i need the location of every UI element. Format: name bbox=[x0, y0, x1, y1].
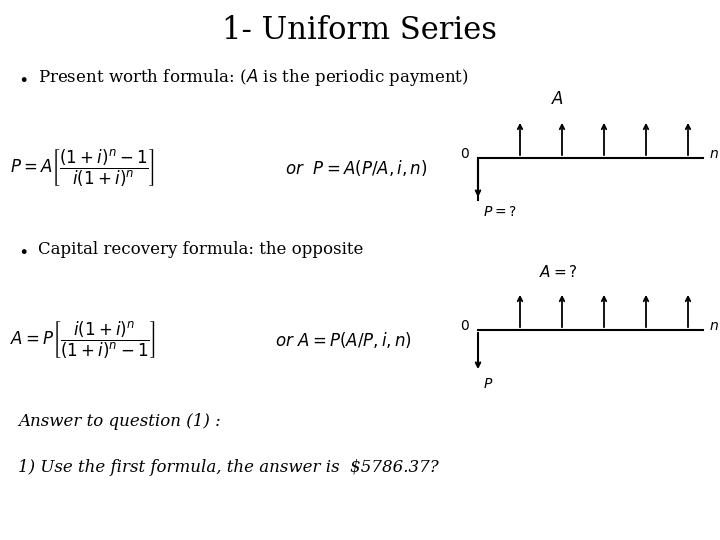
Text: $0$: $0$ bbox=[460, 147, 470, 161]
Text: 1- Uniform Series: 1- Uniform Series bbox=[222, 15, 498, 46]
Text: $\bullet$: $\bullet$ bbox=[18, 241, 27, 259]
Text: Present worth formula: ($A$ is the periodic payment): Present worth formula: ($A$ is the perio… bbox=[38, 68, 469, 89]
Text: $P$: $P$ bbox=[483, 377, 493, 391]
Text: $0$: $0$ bbox=[460, 319, 470, 333]
Text: $\bullet$: $\bullet$ bbox=[18, 70, 27, 86]
Text: $P = A\left[\dfrac{(1+i)^n - 1}{i(1+i)^n}\right]$: $P = A\left[\dfrac{(1+i)^n - 1}{i(1+i)^n… bbox=[10, 147, 155, 188]
Text: $A = P\left[\dfrac{i(1+i)^n}{(1+i)^n - 1}\right]$: $A = P\left[\dfrac{i(1+i)^n}{(1+i)^n - 1… bbox=[10, 319, 156, 361]
Text: $n$: $n$ bbox=[709, 319, 719, 333]
Text: Capital recovery formula: the opposite: Capital recovery formula: the opposite bbox=[38, 241, 364, 259]
Text: $P=?$: $P=?$ bbox=[483, 205, 517, 219]
Text: 1) Use the first formula, the answer is  $5786.37?: 1) Use the first formula, the answer is … bbox=[18, 460, 438, 476]
Text: $n$: $n$ bbox=[709, 147, 719, 161]
Text: $A$: $A$ bbox=[552, 91, 564, 108]
Text: $or\ \ P = A(P/A, i, n)$: $or\ \ P = A(P/A, i, n)$ bbox=[285, 158, 428, 178]
Text: $or\ A = P(A/P, i, n)$: $or\ A = P(A/P, i, n)$ bbox=[275, 330, 412, 350]
Text: $A=?$: $A=?$ bbox=[539, 264, 577, 280]
Text: Answer to question (1) :: Answer to question (1) : bbox=[18, 414, 221, 430]
